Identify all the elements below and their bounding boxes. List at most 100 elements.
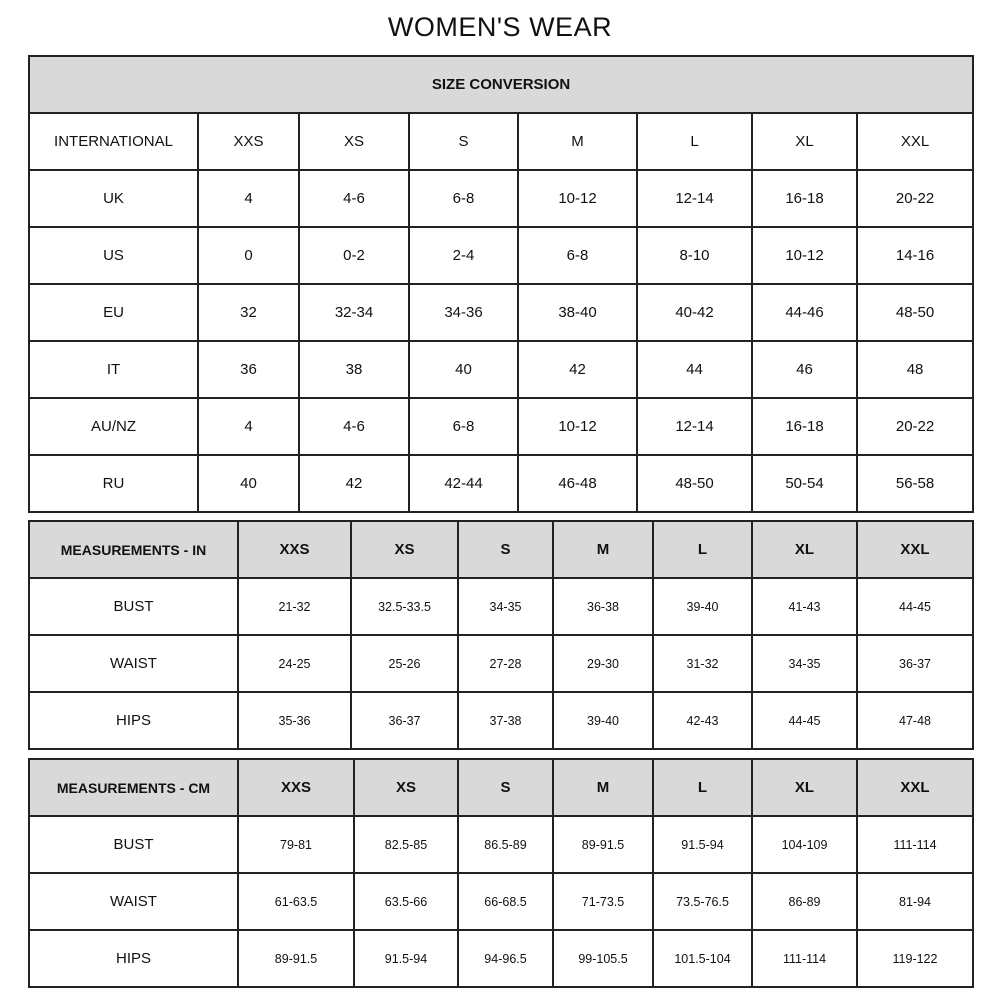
- size-cell: 4: [197, 397, 300, 456]
- size-cell: 39-40: [652, 577, 753, 636]
- size-cell: 42-43: [652, 691, 753, 750]
- size-cell: 46-48: [517, 454, 638, 513]
- table-row: AU/NZ 4 4-6 6-8 10-12 12-14 16-18 20-22: [28, 397, 975, 456]
- size-cell: 40: [197, 454, 300, 513]
- size-cell: 48: [855, 340, 975, 399]
- size-cell: 38: [298, 340, 410, 399]
- size-cell: 44: [636, 340, 753, 399]
- row-label-cell: EU: [28, 283, 199, 342]
- row-label-cell: RU: [28, 454, 199, 513]
- page-title: WOMEN'S WEAR: [387, 12, 613, 42]
- size-cell: 27-28: [457, 634, 554, 693]
- size-cell: 31-32: [652, 634, 753, 693]
- size-cell: L: [652, 520, 753, 579]
- size-cell: 6-8: [517, 226, 638, 285]
- size-cell: 24-25: [237, 634, 352, 693]
- size-cell: 40-42: [636, 283, 753, 342]
- row-label-cell: INTERNATIONAL: [28, 112, 199, 171]
- row-label-cell: AU/NZ: [28, 397, 199, 456]
- size-cell: 32-34: [298, 283, 410, 342]
- size-cell: 36-37: [350, 691, 459, 750]
- size-cell: L: [636, 112, 753, 171]
- size-cell: 89-91.5: [237, 929, 355, 988]
- row-label-cell: WAIST: [28, 634, 239, 693]
- size-cell: 94-96.5: [457, 929, 554, 988]
- size-cell: XXL: [855, 112, 975, 171]
- size-cell: S: [408, 112, 519, 171]
- size-conversion-heading: SIZE CONVERSION: [27, 55, 975, 114]
- size-cell: 36: [197, 340, 300, 399]
- size-cell: XXS: [197, 112, 300, 171]
- size-cell: 44-45: [751, 691, 858, 750]
- size-cell: 12-14: [636, 169, 753, 228]
- size-cell: 32: [197, 283, 300, 342]
- size-cell: XL: [751, 520, 858, 579]
- size-cell: 14-16: [855, 226, 975, 285]
- size-cell: 44-45: [856, 577, 974, 636]
- size-cell: 21-32: [237, 577, 352, 636]
- size-cell: 6-8: [408, 169, 519, 228]
- size-cell: M: [552, 520, 654, 579]
- size-cell: 8-10: [636, 226, 753, 285]
- size-cell: 47-48: [856, 691, 974, 750]
- size-cell: 34-35: [751, 634, 858, 693]
- size-cell: 73.5-76.5: [652, 872, 753, 931]
- row-label-cell: HIPS: [28, 691, 239, 750]
- size-cell: XXS: [237, 758, 355, 817]
- size-cell: 4: [197, 169, 300, 228]
- header-row: MEASUREMENTS - IN XXS XS S M L XL XXL: [28, 520, 974, 579]
- table-row: UK 4 4-6 6-8 10-12 12-14 16-18 20-22: [28, 169, 975, 228]
- size-cell: XXS: [237, 520, 352, 579]
- size-cell: 66-68.5: [457, 872, 554, 931]
- table-row: BUST 21-32 32.5-33.5 34-35 36-38 39-40 41-43 44…: [28, 577, 974, 636]
- size-header-row: INTERNATIONAL XXS XS S M L XL XXL: [28, 112, 975, 171]
- size-cell: 42-44: [408, 454, 519, 513]
- size-cell: 38-40: [517, 283, 638, 342]
- size-cell: M: [552, 758, 654, 817]
- size-cell: 10-12: [751, 226, 858, 285]
- size-cell: 0-2: [298, 226, 410, 285]
- measurements-in-table: MEASUREMENTS - IN XXS XS S M L XL XXL BUST 21-32 3…: [28, 520, 974, 750]
- header-row: MEASUREMENTS - CM XXS XS S M L XL XXL: [28, 758, 974, 817]
- size-cell: 42: [517, 340, 638, 399]
- table-row: BUST 79-81 82.5-85 86.5-89 89-91.5 91.5-94 104…: [28, 815, 974, 874]
- size-cell: 89-91.5: [552, 815, 654, 874]
- size-cell: 16-18: [751, 169, 858, 228]
- size-cell: 104-109: [751, 815, 858, 874]
- size-cell: 16-18: [751, 397, 858, 456]
- table-row: EU 32 32-34 34-36 38-40 40-42 44-46 48-50: [28, 283, 975, 342]
- size-cell: 101.5-104: [652, 929, 753, 988]
- size-cell: 39-40: [552, 691, 654, 750]
- size-cell: 35-36: [237, 691, 352, 750]
- size-cell: 12-14: [636, 397, 753, 456]
- size-cell: 119-122: [856, 929, 974, 988]
- size-conversion-table: SIZE CONVERSION INTERNATIONAL XXS XS S M L XL X…: [27, 55, 975, 513]
- size-cell: 48-50: [636, 454, 753, 513]
- size-cell: XXL: [856, 758, 974, 817]
- size-cell: 111-114: [751, 929, 858, 988]
- table-row: IT 36 38 40 42 44 46 48: [28, 340, 975, 399]
- size-cell: XXL: [856, 520, 974, 579]
- size-cell: 29-30: [552, 634, 654, 693]
- size-cell: 56-58: [855, 454, 975, 513]
- size-cell: 40: [408, 340, 519, 399]
- table-row: WAIST 61-63.5 63.5-66 66-68.5 71-73.5 73.5-76…: [28, 872, 974, 931]
- size-cell: 2-4: [408, 226, 519, 285]
- row-label-cell: BUST: [28, 577, 239, 636]
- table-row: RU 40 42 42-44 46-48 48-50 50-54 56-58: [28, 454, 975, 513]
- row-label-cell: MEASUREMENTS - CM: [28, 758, 239, 817]
- size-cell: 32.5-33.5: [350, 577, 459, 636]
- size-cell: 25-26: [350, 634, 459, 693]
- size-cell: 20-22: [855, 169, 975, 228]
- size-cell: 4-6: [298, 397, 410, 456]
- measurements-cm-table: MEASUREMENTS - CM XXS XS S M L XL XXL BUST 79-81 8…: [28, 758, 974, 988]
- size-conversion-heading-row: SIZE CONVERSION: [27, 55, 975, 114]
- table-row: US 0 0-2 2-4 6-8 8-10 10-12 14-16: [28, 226, 975, 285]
- size-cell: 63.5-66: [353, 872, 459, 931]
- row-label-cell: MEASUREMENTS - IN: [28, 520, 239, 579]
- size-cell: M: [517, 112, 638, 171]
- size-cell: 86.5-89: [457, 815, 554, 874]
- table-row: WAIST 24-25 25-26 27-28 29-30 31-32 34-35 36-37: [28, 634, 974, 693]
- size-cell: 20-22: [855, 397, 975, 456]
- size-cell: 46: [751, 340, 858, 399]
